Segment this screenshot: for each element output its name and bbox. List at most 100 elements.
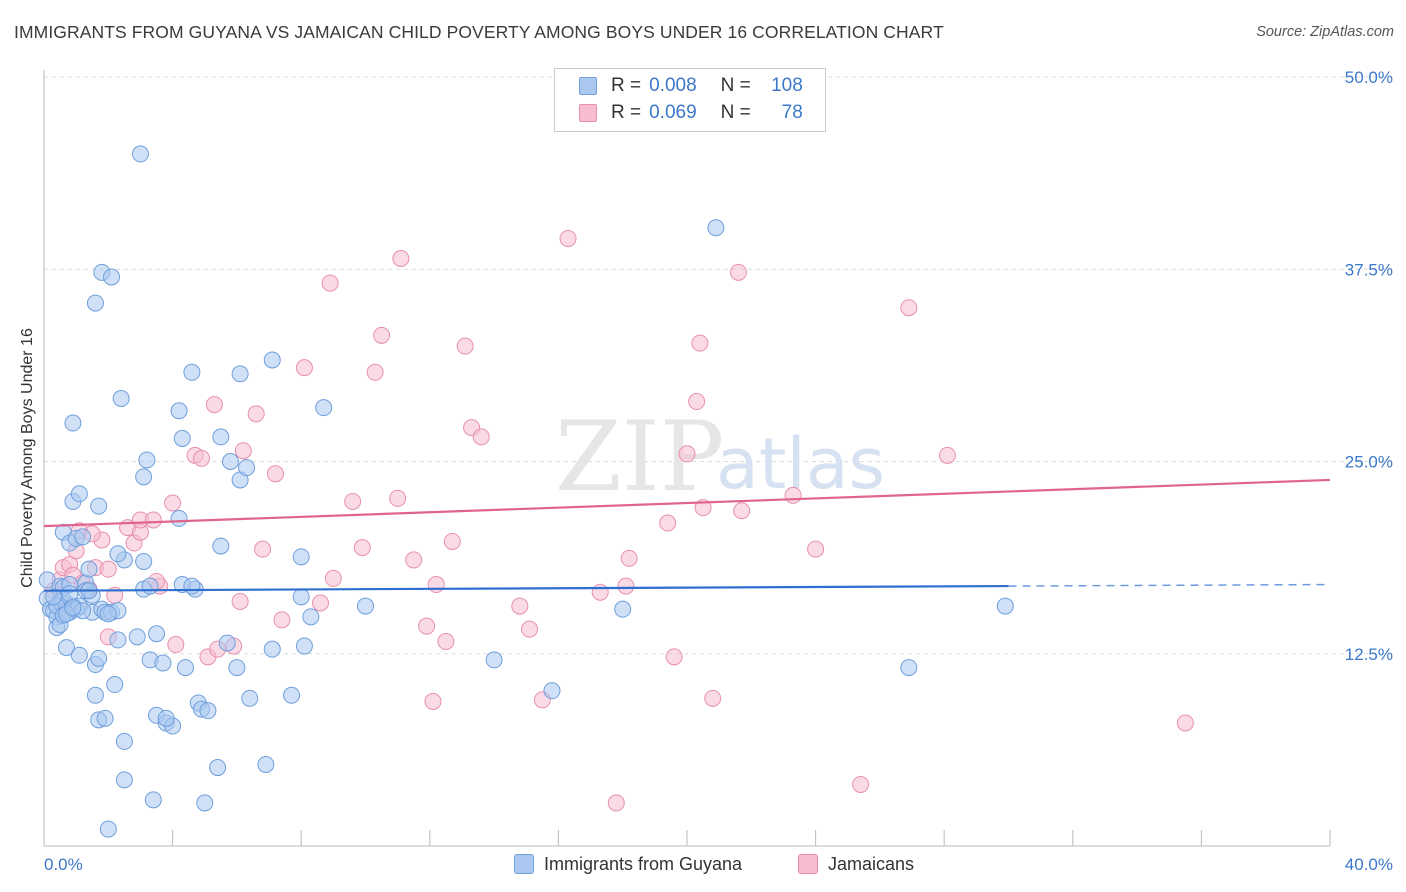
bottom-legend-guyana: Immigrants from Guyana — [514, 852, 742, 876]
jamaicans-trend-line — [43, 478, 1331, 528]
jamaicans-point — [688, 393, 706, 411]
guyana-point — [263, 640, 281, 658]
guyana-point — [144, 791, 162, 809]
jamaicans-point — [247, 405, 265, 423]
y-tick-label: 12.5% — [1345, 645, 1393, 664]
guyana-point — [292, 588, 310, 606]
jamaicans-point — [559, 229, 577, 247]
jamaicans-point — [389, 489, 407, 507]
guyana-point — [209, 759, 227, 777]
guyana-point — [112, 389, 130, 407]
bottom-legend-swatch-jamaicans — [798, 854, 818, 874]
chart-title: IMMIGRANTS FROM GUYANA VS JAMAICAN CHILD… — [14, 22, 944, 42]
guyana-point — [90, 497, 108, 515]
jamaicans-point — [424, 692, 442, 710]
legend-row-jamaicans: R = 0.069 N = 78 — [579, 100, 803, 126]
guyana-point — [707, 219, 725, 237]
jamaicans-point — [344, 492, 362, 510]
bottom-legend-swatch-guyana — [514, 854, 534, 874]
jamaicans-point — [254, 540, 272, 558]
jamaicans-point — [678, 445, 696, 463]
guyana-point — [103, 268, 121, 286]
jamaicans-point — [144, 511, 162, 529]
guyana-point — [357, 597, 374, 615]
jamaicans-point — [472, 428, 490, 446]
jamaicans-point — [353, 539, 371, 557]
jamaicans-point — [437, 632, 455, 650]
jamaicans-point — [456, 337, 474, 355]
bottom-legend-jamaicans: Jamaicans — [798, 852, 914, 876]
guyana-point — [70, 646, 88, 664]
legend-r-value: 0.069 — [649, 102, 697, 123]
jamaicans-point — [418, 617, 436, 635]
guyana-point — [115, 732, 133, 750]
guyana-point — [302, 608, 320, 626]
guyana-point — [86, 686, 104, 704]
jamaicans-point — [234, 442, 252, 460]
guyana-point — [183, 363, 201, 381]
guyana-point — [61, 585, 79, 603]
watermark: ZIP atlas — [555, 401, 885, 513]
legend-n-label: N = — [720, 102, 751, 123]
jamaicans-point — [807, 540, 825, 558]
jamaicans-point — [733, 502, 751, 520]
source-label: Source: ZipAtlas.com — [1256, 24, 1394, 40]
legend-n-label: N = — [720, 75, 751, 96]
guyana-point — [148, 625, 166, 643]
jamaicans-point — [99, 560, 117, 578]
guyana-point — [218, 634, 236, 652]
jamaicans-point — [511, 597, 529, 615]
trend-lines — [43, 478, 1331, 592]
guyana-trend-extension — [1008, 583, 1331, 587]
jamaicans-point — [617, 577, 635, 595]
guyana-point — [90, 649, 108, 667]
guyana-point — [170, 509, 188, 527]
bottom-legend-label-guyana: Immigrants from Guyana — [544, 853, 743, 874]
guyana-point — [231, 365, 249, 383]
legend-swatch-guyana — [579, 77, 597, 95]
y-tick-label: 37.5% — [1345, 260, 1393, 279]
legend-row-guyana: R = 0.008 N = 108 — [579, 73, 803, 99]
jamaicans-point — [620, 549, 638, 567]
guyana-point — [74, 528, 92, 546]
jamaicans-point — [1176, 714, 1194, 732]
guyana-point — [183, 577, 201, 595]
guyana-point — [64, 414, 82, 432]
jamaicans-point — [405, 551, 423, 569]
guyana-point — [131, 145, 149, 163]
guyana-point — [135, 468, 153, 486]
guyana-point — [196, 794, 214, 812]
guyana-point — [80, 560, 98, 578]
jamaicans-point — [443, 532, 461, 550]
jamaicans-point — [167, 636, 185, 654]
jamaicans-point — [164, 494, 182, 512]
jamaicans-point — [231, 592, 249, 610]
guyana-point — [221, 453, 239, 470]
legend-swatch-jamaicans — [579, 104, 597, 122]
legend-r-label: R = — [611, 102, 642, 123]
jamaicans-point — [266, 465, 284, 483]
guyana-point — [58, 639, 76, 657]
guyana-point — [70, 485, 88, 503]
guyana-point — [292, 548, 310, 566]
jamaicans-point — [665, 648, 683, 666]
guyana-point — [283, 686, 301, 704]
guyana-point — [212, 537, 230, 555]
guyana-point — [96, 709, 114, 727]
guyana-point — [154, 654, 172, 672]
legend-n-value: 78 — [781, 102, 803, 123]
jamaicans-point — [591, 583, 609, 601]
guyana-point — [86, 294, 104, 312]
legend-r-value: 0.008 — [649, 75, 697, 96]
tick-labels: 12.5% 25.0% 37.5% 50.0% 0.0% 40.0% — [44, 68, 1393, 874]
x-tick-label-max: 40.0% — [1345, 855, 1393, 874]
guyana-point — [141, 577, 159, 595]
guyana-point — [614, 600, 632, 618]
guyana-point — [99, 820, 117, 838]
series-guyana — [38, 145, 1014, 838]
guyana-point — [996, 597, 1014, 615]
guyana-point — [45, 588, 63, 606]
watermark-zip: ZIP — [555, 401, 724, 513]
jamaicans-point — [691, 334, 709, 352]
jamaicans-point — [704, 689, 722, 707]
